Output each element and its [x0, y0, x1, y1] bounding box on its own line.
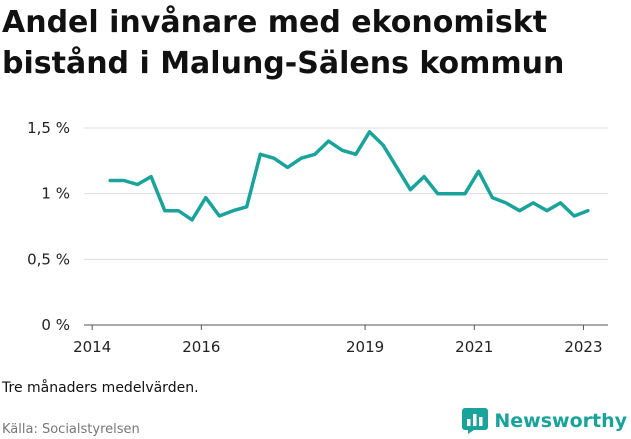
brand-name: Newsworthy [494, 410, 627, 432]
chart-title: Andel invånare med ekonomiskt bistånd i … [2, 5, 565, 81]
brand-logo: Newsworthy [462, 408, 627, 434]
x-tick-label: 2019 [346, 338, 384, 356]
y-tick-label: 0 % [41, 316, 70, 334]
series-group [108, 130, 590, 222]
chart-note: Tre månaders medelvärden. [2, 380, 199, 396]
grid-lines [84, 127, 608, 260]
y-tick-label: 1 % [41, 185, 70, 203]
x-axis-ticks: 2014 2016 2019 2021 2023 [73, 325, 603, 356]
y-tick-label: 1,5 % [27, 119, 70, 137]
series-line [108, 130, 590, 222]
x-tick-label: 2014 [73, 338, 111, 356]
x-tick-label: 2021 [455, 338, 493, 356]
x-tick-label: 2016 [182, 338, 220, 356]
y-axis-tick-labels: 0 % 0,5 % 1 % 1,5 % [27, 119, 70, 334]
y-tick-label: 0,5 % [27, 250, 70, 268]
bar-chart-icon [462, 408, 489, 434]
source-label: Källa: Socialstyrelsen [2, 422, 140, 437]
x-tick-label: 2023 [564, 338, 602, 356]
